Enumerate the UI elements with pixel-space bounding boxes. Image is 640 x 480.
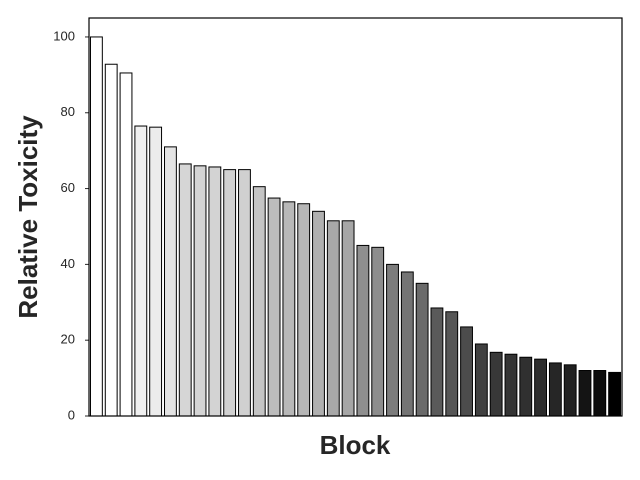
bar [578, 370, 592, 417]
y-tick-label: 60 [61, 180, 75, 195]
bar [430, 307, 444, 417]
bar [104, 63, 118, 417]
y-tick-label: 80 [61, 104, 75, 119]
plot-frame [88, 17, 623, 417]
bar [563, 364, 577, 417]
y-tick-label: 40 [61, 256, 75, 271]
bar [400, 271, 414, 417]
bar [460, 326, 473, 417]
bar [386, 263, 399, 417]
bar [252, 186, 266, 417]
bar [445, 311, 459, 417]
bar [89, 36, 103, 417]
bar [415, 282, 429, 417]
bar [519, 356, 533, 417]
bar [593, 370, 607, 417]
bar [178, 163, 192, 417]
bar [282, 201, 296, 417]
bar [608, 371, 622, 417]
bar [164, 146, 177, 417]
bar [548, 362, 562, 417]
bar [134, 125, 148, 417]
bar [474, 343, 488, 417]
bar [297, 203, 311, 417]
bar [504, 353, 518, 417]
bar [267, 197, 281, 417]
y-axis-label: Relative Toxicity [13, 115, 43, 319]
bar [356, 244, 370, 417]
bar [238, 169, 251, 417]
bar [223, 169, 237, 417]
bar [326, 220, 340, 417]
bar [341, 220, 355, 417]
bar [208, 166, 222, 417]
bar [489, 351, 503, 417]
bar [534, 358, 547, 417]
y-tick-label: 0 [68, 407, 75, 422]
bar [371, 246, 385, 417]
x-axis-label: Block [320, 430, 391, 460]
y-tick-label: 100 [53, 28, 75, 43]
bar [149, 126, 163, 417]
bar [312, 210, 325, 417]
bar [119, 72, 133, 417]
bar [193, 165, 207, 417]
y-tick-label: 20 [61, 332, 75, 347]
